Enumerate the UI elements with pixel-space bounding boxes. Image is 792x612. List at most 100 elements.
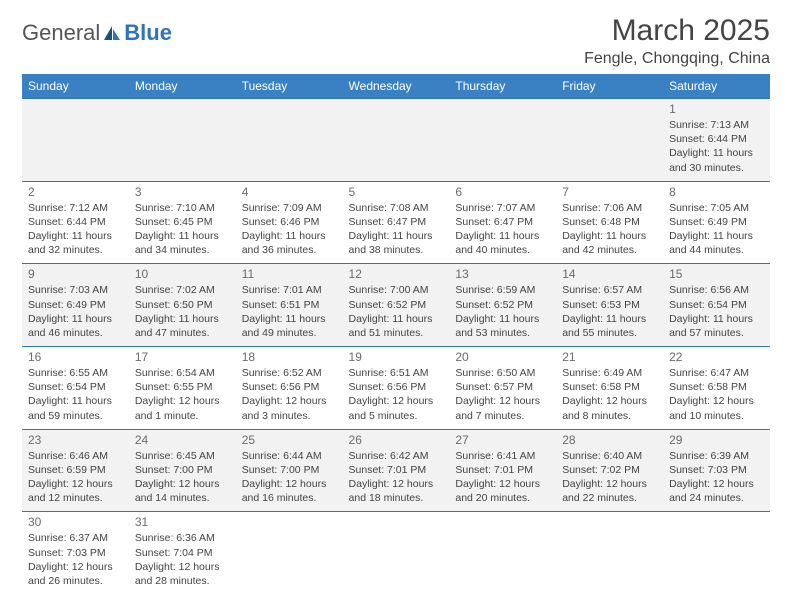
sunrise-text: Sunrise: 7:00 AM bbox=[349, 283, 444, 297]
sunset-text: Sunset: 7:03 PM bbox=[28, 546, 123, 560]
calendar-week-row: 30Sunrise: 6:37 AMSunset: 7:03 PMDayligh… bbox=[22, 512, 770, 594]
daylight-text: Daylight: 12 hours bbox=[28, 560, 123, 574]
sunset-text: Sunset: 6:59 PM bbox=[28, 463, 123, 477]
sunset-text: Sunset: 6:50 PM bbox=[135, 298, 230, 312]
sunset-text: Sunset: 6:54 PM bbox=[28, 380, 123, 394]
logo: General Blue bbox=[22, 14, 172, 46]
sunrise-text: Sunrise: 6:36 AM bbox=[135, 531, 230, 545]
sunset-text: Sunset: 6:47 PM bbox=[455, 215, 550, 229]
sunset-text: Sunset: 7:00 PM bbox=[135, 463, 230, 477]
daylight-text: Daylight: 11 hours bbox=[349, 312, 444, 326]
calendar-day-cell: 15Sunrise: 6:56 AMSunset: 6:54 PMDayligh… bbox=[663, 264, 770, 347]
daylight-text: Daylight: 11 hours bbox=[28, 312, 123, 326]
day-info: Sunrise: 7:13 AMSunset: 6:44 PMDaylight:… bbox=[669, 118, 764, 175]
calendar-day-cell: 27Sunrise: 6:41 AMSunset: 7:01 PMDayligh… bbox=[449, 429, 556, 512]
sunrise-text: Sunrise: 7:10 AM bbox=[135, 201, 230, 215]
day-info: Sunrise: 7:00 AMSunset: 6:52 PMDaylight:… bbox=[349, 283, 444, 340]
day-header: Thursday bbox=[449, 74, 556, 99]
day-number: 23 bbox=[28, 433, 123, 447]
day-info: Sunrise: 7:02 AMSunset: 6:50 PMDaylight:… bbox=[135, 283, 230, 340]
day-info: Sunrise: 6:55 AMSunset: 6:54 PMDaylight:… bbox=[28, 366, 123, 423]
day-number: 21 bbox=[562, 350, 657, 364]
sunset-text: Sunset: 6:58 PM bbox=[562, 380, 657, 394]
daylight-text-2: and 5 minutes. bbox=[349, 409, 444, 423]
daylight-text-2: and 42 minutes. bbox=[562, 243, 657, 257]
day-number: 5 bbox=[349, 185, 444, 199]
sunset-text: Sunset: 6:56 PM bbox=[242, 380, 337, 394]
day-info: Sunrise: 7:12 AMSunset: 6:44 PMDaylight:… bbox=[28, 201, 123, 258]
sunrise-text: Sunrise: 6:51 AM bbox=[349, 366, 444, 380]
calendar-day-cell: 5Sunrise: 7:08 AMSunset: 6:47 PMDaylight… bbox=[343, 181, 450, 264]
sunset-text: Sunset: 7:01 PM bbox=[349, 463, 444, 477]
calendar-empty-cell bbox=[343, 512, 450, 594]
day-header: Sunday bbox=[22, 74, 129, 99]
day-info: Sunrise: 6:45 AMSunset: 7:00 PMDaylight:… bbox=[135, 449, 230, 506]
sunrise-text: Sunrise: 7:06 AM bbox=[562, 201, 657, 215]
day-number: 19 bbox=[349, 350, 444, 364]
day-number: 26 bbox=[349, 433, 444, 447]
sunset-text: Sunset: 6:49 PM bbox=[669, 215, 764, 229]
day-info: Sunrise: 6:56 AMSunset: 6:54 PMDaylight:… bbox=[669, 283, 764, 340]
calendar-week-row: 1 Sunrise: 7:13 AMSunset: 6:44 PMDaylight… bbox=[22, 99, 770, 182]
calendar-week-row: 9Sunrise: 7:03 AMSunset: 6:49 PMDaylight… bbox=[22, 264, 770, 347]
daylight-text: Daylight: 12 hours bbox=[455, 477, 550, 491]
daylight-text: Daylight: 12 hours bbox=[135, 560, 230, 574]
daylight-text: Daylight: 11 hours bbox=[135, 229, 230, 243]
day-number: 6 bbox=[455, 185, 550, 199]
calendar-day-cell: 19 Sunrise: 6:51 AMSunset: 6:56 PMDayligh… bbox=[343, 347, 450, 430]
day-info: Sunrise: 6:36 AMSunset: 7:04 PMDaylight:… bbox=[135, 531, 230, 588]
day-number: 8 bbox=[669, 185, 764, 199]
day-number: 1 bbox=[669, 102, 764, 116]
day-header: Saturday bbox=[663, 74, 770, 99]
day-header: Friday bbox=[556, 74, 663, 99]
page-title: March 2025 bbox=[584, 14, 770, 48]
calendar-day-cell: 6Sunrise: 7:07 AMSunset: 6:47 PMDaylight… bbox=[449, 181, 556, 264]
sunrise-text: Sunrise: 6:37 AM bbox=[28, 531, 123, 545]
daylight-text-2: and 10 minutes. bbox=[669, 409, 764, 423]
calendar-empty-cell bbox=[236, 99, 343, 182]
calendar-week-row: 23 Sunrise: 6:46 AMSunset: 6:59 PMDayligh… bbox=[22, 429, 770, 512]
daylight-text: Daylight: 12 hours bbox=[135, 394, 230, 408]
calendar-empty-cell bbox=[236, 512, 343, 594]
daylight-text: Daylight: 12 hours bbox=[455, 394, 550, 408]
sunset-text: Sunset: 7:03 PM bbox=[669, 463, 764, 477]
daylight-text-2: and 24 minutes. bbox=[669, 491, 764, 505]
day-number: 24 bbox=[135, 433, 230, 447]
day-info: Sunrise: 6:46 AMSunset: 6:59 PMDaylight:… bbox=[28, 449, 123, 506]
daylight-text-2: and 46 minutes. bbox=[28, 326, 123, 340]
calendar-empty-cell bbox=[449, 99, 556, 182]
day-number: 29 bbox=[669, 433, 764, 447]
daylight-text-2: and 16 minutes. bbox=[242, 491, 337, 505]
daylight-text: Daylight: 12 hours bbox=[135, 477, 230, 491]
sunrise-text: Sunrise: 6:52 AM bbox=[242, 366, 337, 380]
daylight-text: Daylight: 12 hours bbox=[28, 477, 123, 491]
sunrise-text: Sunrise: 7:03 AM bbox=[28, 283, 123, 297]
daylight-text-2: and 22 minutes. bbox=[562, 491, 657, 505]
sunset-text: Sunset: 6:57 PM bbox=[455, 380, 550, 394]
calendar-day-cell: 14Sunrise: 6:57 AMSunset: 6:53 PMDayligh… bbox=[556, 264, 663, 347]
calendar-table: SundayMondayTuesdayWednesdayThursdayFrid… bbox=[22, 74, 770, 594]
calendar-empty-cell bbox=[449, 512, 556, 594]
daylight-text-2: and 26 minutes. bbox=[28, 574, 123, 588]
calendar-body: 1 Sunrise: 7:13 AMSunset: 6:44 PMDaylight… bbox=[22, 99, 770, 595]
sunset-text: Sunset: 6:53 PM bbox=[562, 298, 657, 312]
daylight-text: Daylight: 11 hours bbox=[135, 312, 230, 326]
sunrise-text: Sunrise: 6:55 AM bbox=[28, 366, 123, 380]
daylight-text: Daylight: 11 hours bbox=[669, 229, 764, 243]
calendar-empty-cell bbox=[343, 99, 450, 182]
daylight-text: Daylight: 12 hours bbox=[669, 394, 764, 408]
daylight-text-2: and 32 minutes. bbox=[28, 243, 123, 257]
logo-sail-icon bbox=[102, 24, 122, 42]
calendar-day-cell: 4Sunrise: 7:09 AMSunset: 6:46 PMDaylight… bbox=[236, 181, 343, 264]
page-location: Fengle, Chongqing, China bbox=[584, 50, 770, 68]
calendar-day-cell: 30Sunrise: 6:37 AMSunset: 7:03 PMDayligh… bbox=[22, 512, 129, 594]
day-info: Sunrise: 6:51 AMSunset: 6:56 PMDaylight:… bbox=[349, 366, 444, 423]
calendar-day-cell: 2Sunrise: 7:12 AMSunset: 6:44 PMDaylight… bbox=[22, 181, 129, 264]
calendar-day-cell: 25Sunrise: 6:44 AMSunset: 7:00 PMDayligh… bbox=[236, 429, 343, 512]
calendar-empty-cell bbox=[556, 99, 663, 182]
daylight-text-2: and 38 minutes. bbox=[349, 243, 444, 257]
calendar-day-cell: 7Sunrise: 7:06 AMSunset: 6:48 PMDaylight… bbox=[556, 181, 663, 264]
day-number: 11 bbox=[242, 267, 337, 281]
calendar-day-cell: 11Sunrise: 7:01 AMSunset: 6:51 PMDayligh… bbox=[236, 264, 343, 347]
day-number: 27 bbox=[455, 433, 550, 447]
